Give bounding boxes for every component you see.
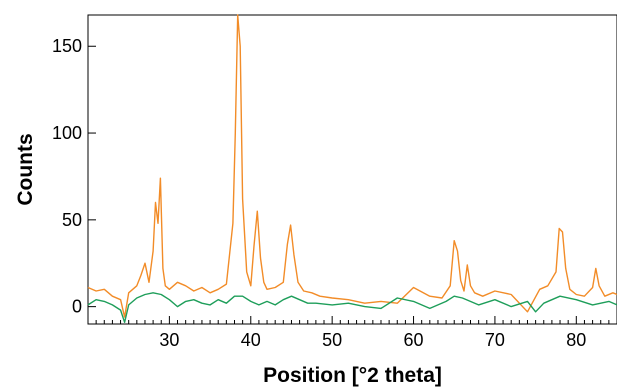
plot-frame — [87, 14, 617, 325]
x-tick-label: 80 — [566, 330, 586, 350]
series-layer — [87, 14, 617, 323]
plot-area: 30 40 50 60 70 80 0 50 100 150 — [52, 14, 617, 350]
x-axis-title: Position [°2 theta] — [263, 364, 442, 387]
y-axis-title: Counts — [14, 133, 37, 205]
x-tick-label: 50 — [322, 330, 342, 350]
y-tick-label: 0 — [72, 297, 82, 317]
x-tick-label: 70 — [485, 330, 505, 350]
series-line-1 — [87, 14, 617, 318]
x-tick-label: 40 — [241, 330, 261, 350]
x-axis: 30 40 50 60 70 80 — [87, 316, 617, 350]
x-tick-label: 60 — [404, 330, 424, 350]
x-tick-label: 30 — [159, 330, 179, 350]
series-line-2 — [87, 292, 617, 323]
y-tick-label: 50 — [62, 210, 82, 230]
y-tick-label: 150 — [52, 36, 82, 56]
y-tick-label: 100 — [52, 123, 82, 143]
y-axis: 0 50 100 150 — [52, 36, 96, 317]
